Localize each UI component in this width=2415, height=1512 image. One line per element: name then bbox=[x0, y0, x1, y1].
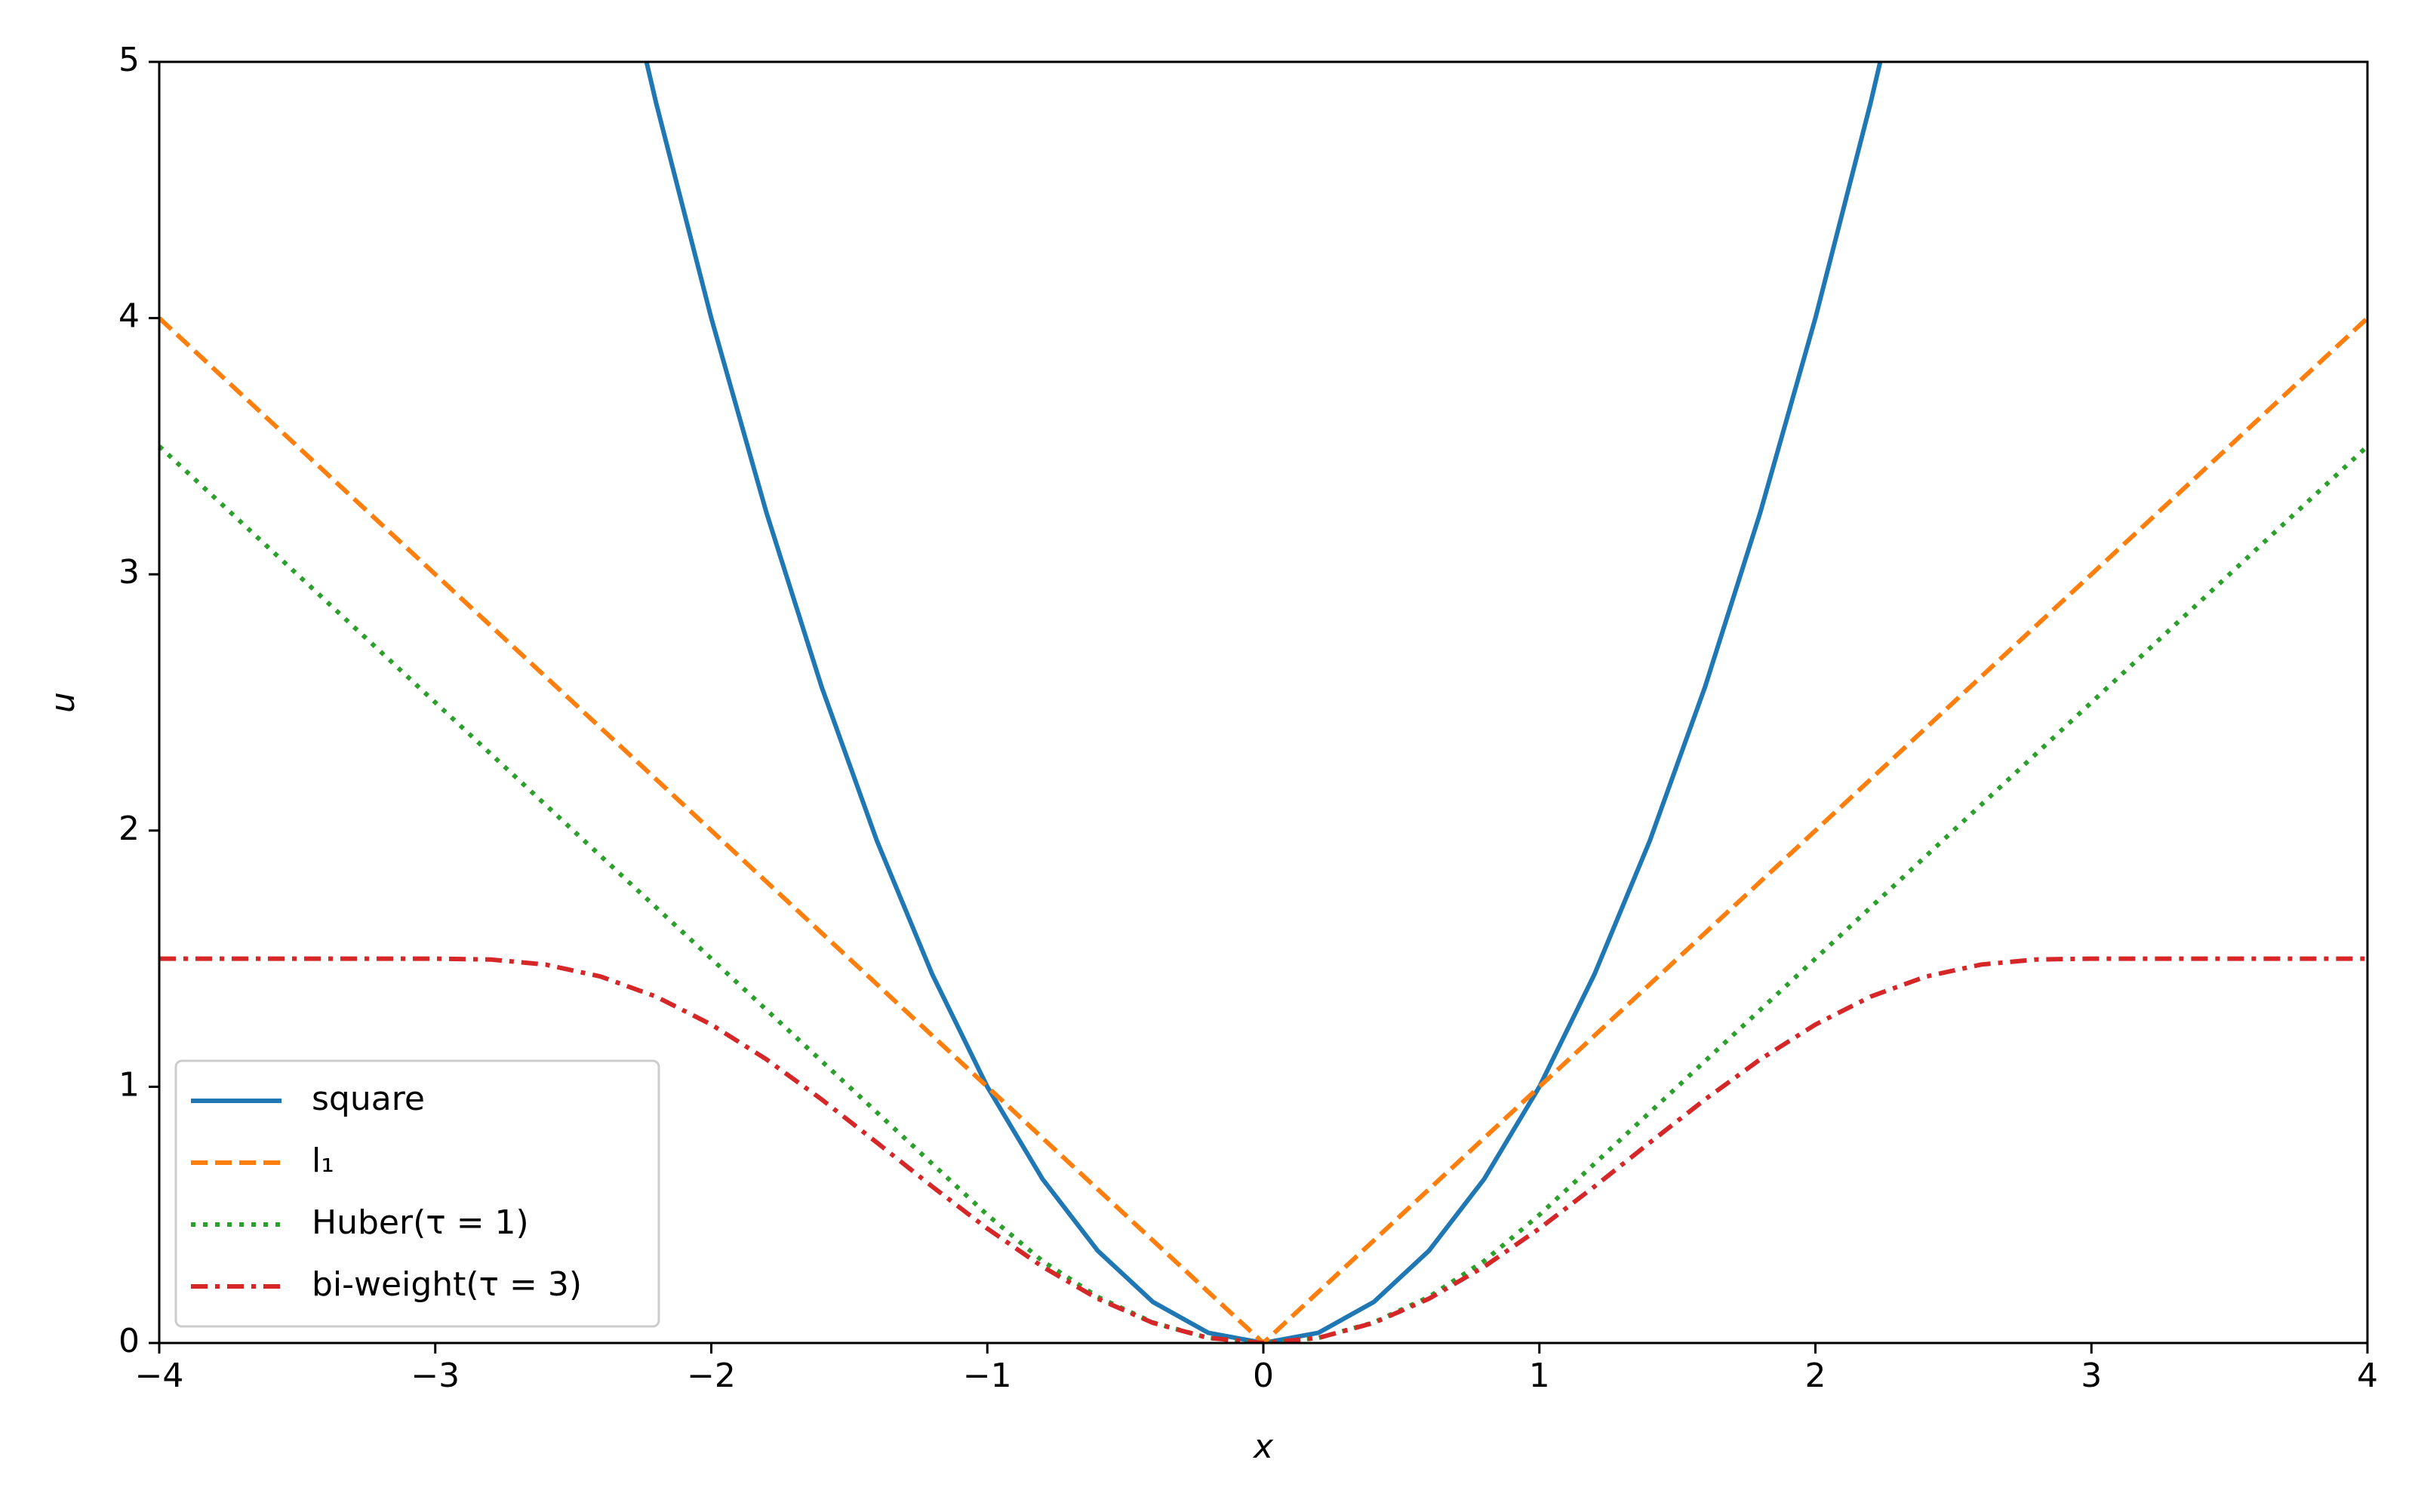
y-tick-label: 4 bbox=[118, 297, 140, 336]
x-tick-label: 4 bbox=[2357, 1357, 2378, 1395]
x-tick-label: −2 bbox=[687, 1357, 736, 1395]
x-tick-label: −1 bbox=[963, 1357, 1012, 1395]
y-tick-label: 3 bbox=[118, 553, 140, 592]
legend-label: Huber(τ = 1) bbox=[312, 1203, 529, 1242]
x-tick-label: 2 bbox=[1805, 1357, 1826, 1395]
x-tick-label: −4 bbox=[135, 1357, 184, 1395]
legend-label: l₁ bbox=[312, 1142, 334, 1180]
series-line bbox=[159, 956, 2367, 1343]
x-tick-label: −3 bbox=[411, 1357, 460, 1395]
x-axis-label: x bbox=[1252, 1427, 1274, 1466]
y-tick-label: 5 bbox=[118, 41, 140, 79]
legend-label: bi-weight(τ = 3) bbox=[312, 1265, 582, 1304]
x-tick-label: 0 bbox=[1253, 1357, 1274, 1395]
y-tick-label: 0 bbox=[118, 1322, 140, 1360]
y-tick-label: 2 bbox=[118, 810, 140, 848]
x-tick-label: 3 bbox=[2081, 1357, 2102, 1395]
series-line bbox=[159, 444, 2367, 1343]
legend-label: square bbox=[312, 1080, 425, 1118]
y-tick-label: 1 bbox=[118, 1065, 140, 1104]
plot-lines bbox=[159, 62, 2367, 1343]
y-axis-label: u bbox=[44, 692, 82, 713]
x-tick-label: 1 bbox=[1529, 1357, 1550, 1395]
plot-frame bbox=[158, 60, 2369, 1345]
legend-box bbox=[174, 1059, 660, 1328]
